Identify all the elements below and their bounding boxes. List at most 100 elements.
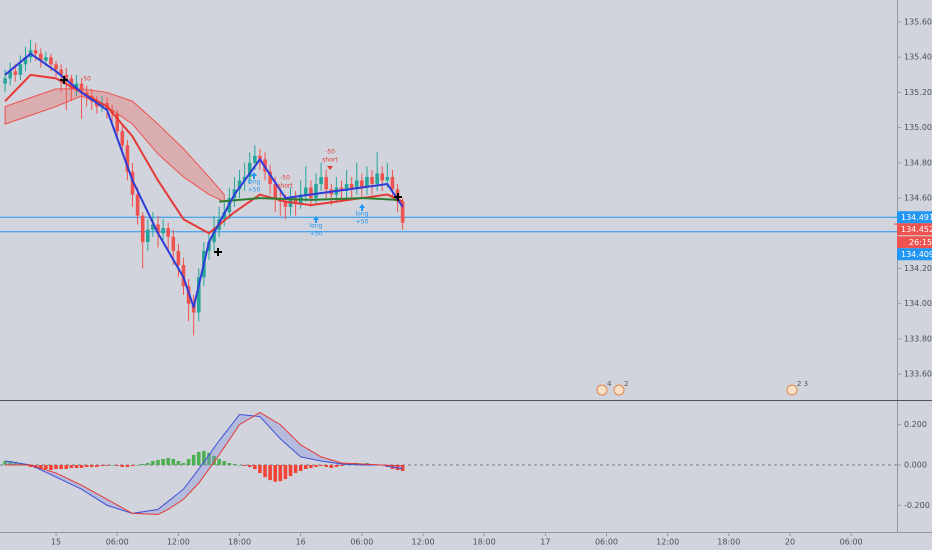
candle-body [33, 50, 38, 54]
candle-body [212, 229, 216, 243]
histogram-bar [196, 451, 201, 465]
candle-body [146, 229, 150, 243]
candle-body [166, 227, 170, 237]
histogram-bar [49, 464, 53, 471]
signal-label: long [356, 211, 369, 218]
signal-arrow [327, 166, 333, 170]
histogram-bar [151, 460, 155, 465]
x-tick-label: 06:00 [595, 538, 618, 547]
signal-label: long [248, 179, 261, 186]
macd-line [5, 411, 403, 515]
x-tick-label: 15 [51, 538, 61, 547]
histogram-bar [64, 464, 69, 470]
histogram-bar [329, 464, 334, 469]
x-tick-label: 18:00 [228, 538, 251, 547]
signal-label: -50 [325, 149, 335, 156]
histogram-bar [263, 464, 267, 478]
histogram-bar [140, 463, 145, 465]
candle-body [74, 83, 79, 89]
event-label: 2 3 [797, 380, 808, 388]
histogram-bar [227, 462, 232, 465]
candle-body [161, 227, 165, 234]
cross-marker [394, 193, 402, 201]
cross-marker [60, 76, 68, 84]
histogram-bar [110, 464, 114, 466]
signal-arrow [313, 216, 319, 223]
candle-body [253, 155, 257, 163]
signal-label: +50 [310, 231, 323, 238]
candle-body [344, 183, 349, 192]
candle-body [23, 57, 28, 65]
histogram-bar [161, 458, 165, 465]
event-icon [596, 384, 608, 396]
histogram-bar [400, 464, 405, 472]
candle-body [59, 69, 63, 75]
histogram-bar [176, 460, 181, 465]
event-icon [613, 384, 625, 396]
macd-line [5, 413, 403, 514]
signal-label: short [322, 157, 338, 164]
x-tick-label: 18:00 [717, 538, 740, 547]
macd-y-tick-label: 0.200 [904, 420, 927, 429]
histogram-bar [232, 463, 237, 465]
x-tick-label: 06:00 [840, 538, 863, 547]
histogram-bar [95, 464, 99, 468]
histogram-bar [74, 464, 79, 469]
candle-body [339, 187, 344, 192]
histogram-bar [146, 462, 150, 465]
histogram-bar [247, 464, 252, 468]
candle-body [125, 145, 130, 172]
histogram-bar [181, 462, 186, 465]
candle-body [390, 176, 395, 190]
signal-label: -50 [280, 175, 290, 182]
candle-body [360, 180, 364, 188]
candle-body [349, 183, 354, 190]
histogram-bar [156, 459, 160, 465]
candle-body [375, 173, 379, 184]
candle-body [156, 224, 160, 234]
candle-body [18, 64, 23, 75]
histogram-bar [191, 454, 196, 465]
histogram-bar [28, 464, 33, 468]
histogram-bar [360, 463, 364, 465]
candle-body [385, 176, 390, 181]
histogram-bar [278, 464, 283, 482]
histogram-bar [288, 464, 293, 477]
y-tick-label: 135.400 [904, 53, 932, 62]
countdown-bg [897, 236, 932, 249]
histogram-bar [69, 464, 74, 469]
histogram-bar [283, 464, 288, 480]
candle-body [293, 198, 298, 204]
candle-body [237, 180, 242, 190]
histogram-bar [120, 464, 125, 468]
histogram-bar [8, 460, 12, 465]
candle-body [54, 64, 58, 70]
candle-body [283, 201, 288, 207]
candle-body [247, 162, 252, 177]
price-label-bg [897, 211, 932, 224]
histogram-bar [253, 464, 257, 470]
y-tick-label: 133.600 [904, 370, 932, 379]
histogram-bar [273, 464, 277, 482]
histogram-bar [319, 464, 323, 466]
signal-label: +50 [356, 219, 369, 226]
candle-body [380, 173, 385, 181]
candle-body [273, 183, 277, 199]
histogram-bar [125, 464, 130, 468]
x-tick-label: 18:00 [473, 538, 496, 547]
histogram-bar [324, 464, 328, 468]
histogram-bar [202, 450, 206, 465]
y-tick-label: 135.600 [904, 18, 932, 27]
histogram-bar [258, 464, 262, 474]
macd-y-tick-label: 0.000 [904, 460, 927, 469]
candle-body [44, 57, 48, 61]
histogram-bar [293, 464, 298, 474]
x-tick-label: 20 [785, 538, 795, 547]
candle-body [115, 113, 120, 132]
histogram-bar [212, 455, 216, 465]
histogram-bar [339, 464, 344, 466]
y-tick-label: 135.200 [904, 88, 932, 97]
histogram-bar [18, 462, 23, 465]
